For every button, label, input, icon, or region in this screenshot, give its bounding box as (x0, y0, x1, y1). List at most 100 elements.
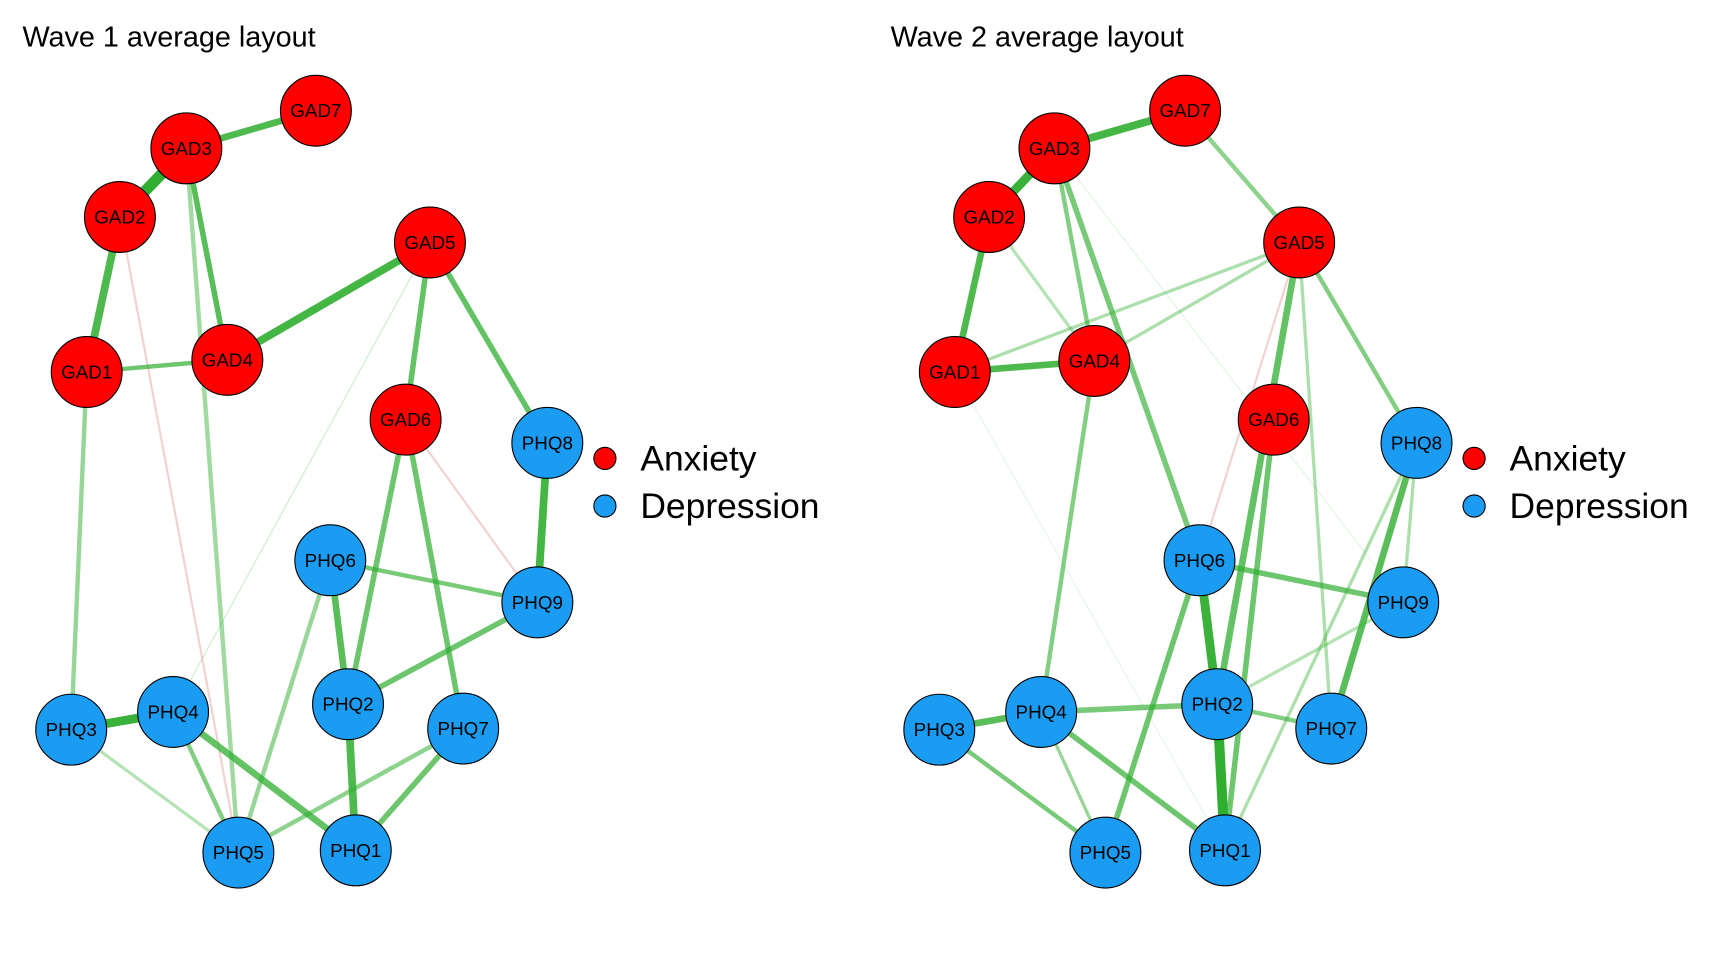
node-label: GAD3 (1029, 138, 1080, 159)
positive-edge (1054, 148, 1404, 603)
positive-edge (171, 709, 358, 854)
node: PHQ7 (1295, 692, 1368, 765)
node-circle (137, 675, 210, 748)
node-label: PHQ4 (1016, 701, 1067, 722)
negative-edge (404, 419, 539, 604)
node-label: PHQ1 (1199, 840, 1250, 861)
positive-edge (237, 726, 465, 855)
node-circle (35, 693, 108, 766)
legend-label: Anxiety (640, 438, 756, 478)
node-label: PHQ9 (1378, 592, 1429, 613)
node-label: PHQ3 (914, 719, 965, 740)
node-circle (918, 336, 991, 409)
node-label: GAD2 (94, 207, 145, 228)
node-circle (1295, 692, 1368, 765)
node-circle (1181, 668, 1254, 741)
node: GAD7 (1149, 74, 1222, 147)
node: GAD5 (393, 206, 466, 279)
node-label: GAD1 (929, 362, 980, 383)
node-circle (427, 692, 500, 765)
node-circle (511, 406, 584, 479)
positive-edge (954, 240, 1300, 374)
legend-label: Anxiety (1510, 438, 1626, 478)
node-label: PHQ9 (512, 592, 563, 613)
node-circle (191, 323, 264, 396)
node-circle (1380, 406, 1453, 479)
positive-edge (1093, 241, 1300, 363)
node-circle (1263, 206, 1336, 279)
positive-edge (225, 239, 432, 364)
node-label: GAD4 (202, 349, 253, 370)
node: GAD4 (191, 323, 264, 396)
node: PHQ9 (1367, 566, 1440, 639)
node: PHQ1 (319, 814, 392, 887)
positive-edge (172, 242, 431, 713)
positive-edge (236, 559, 333, 854)
node-label: GAD2 (964, 207, 1015, 228)
node-label: GAD6 (380, 409, 431, 430)
positive-edge (1039, 709, 1227, 853)
node-circle (1005, 675, 1078, 748)
node-label: PHQ6 (305, 550, 356, 571)
node: PHQ1 (1188, 814, 1261, 887)
node-label: GAD6 (1248, 409, 1299, 430)
node-circle (369, 383, 442, 456)
legend-swatch (1462, 446, 1486, 471)
node-label: GAD3 (161, 138, 212, 159)
node-label: GAD5 (404, 232, 455, 253)
node-circle (312, 668, 384, 741)
node: PHQ9 (501, 566, 574, 639)
node-label: PHQ3 (46, 719, 97, 740)
node: PHQ3 (35, 693, 108, 766)
node-label: PHQ4 (147, 701, 198, 722)
node-label: GAD5 (1274, 232, 1325, 253)
node-label: PHQ7 (438, 718, 489, 739)
node-circle (150, 112, 223, 185)
node-circle (953, 181, 1026, 254)
node-label: PHQ8 (522, 432, 573, 453)
node-label: PHQ2 (322, 694, 373, 715)
panel-title: Wave 2 average layout (891, 22, 1184, 54)
node-label: GAD7 (1159, 100, 1210, 121)
positive-edge (1223, 442, 1419, 852)
positive-edge (1038, 360, 1097, 713)
node-circle (393, 206, 466, 279)
node-label: PHQ5 (1080, 842, 1131, 863)
positive-edge (1213, 241, 1303, 705)
node-circle (501, 566, 574, 639)
node: GAD1 (918, 336, 991, 409)
node-circle (319, 814, 392, 887)
node: GAD4 (1058, 324, 1131, 397)
node: GAD6 (1237, 383, 1310, 456)
node: PHQ3 (903, 693, 976, 766)
node-label: GAD4 (1069, 350, 1120, 371)
node: PHQ8 (511, 406, 584, 479)
positive-edge (345, 419, 409, 705)
legend-label: Depression (640, 486, 819, 526)
node-label: GAD1 (61, 362, 112, 383)
node-label: PHQ6 (1174, 550, 1225, 571)
node: PHQ5 (1069, 816, 1142, 889)
node-circle (294, 524, 367, 597)
positive-edge (184, 148, 241, 853)
positive-edge (954, 371, 1226, 851)
node-circle (1058, 324, 1131, 397)
node: GAD2 (83, 181, 156, 254)
node-label: GAD7 (290, 100, 341, 121)
node: PHQ6 (294, 524, 367, 597)
node: GAD3 (1018, 112, 1091, 185)
node: GAD6 (369, 383, 442, 456)
node: GAD2 (953, 181, 1026, 254)
node-circle (1367, 566, 1440, 639)
node-circle (1188, 814, 1261, 887)
node-circle (1149, 74, 1222, 147)
node-label: PHQ8 (1391, 432, 1442, 453)
panel: Wave 1 average layout GAD1 GAD2 GAD3 GAD4 GAD… (22, 22, 820, 889)
node-circle (202, 816, 275, 889)
node: PHQ4 (1005, 675, 1078, 748)
positive-edge (1297, 242, 1333, 729)
node-label: PHQ5 (213, 842, 264, 863)
node: GAD1 (50, 336, 123, 409)
